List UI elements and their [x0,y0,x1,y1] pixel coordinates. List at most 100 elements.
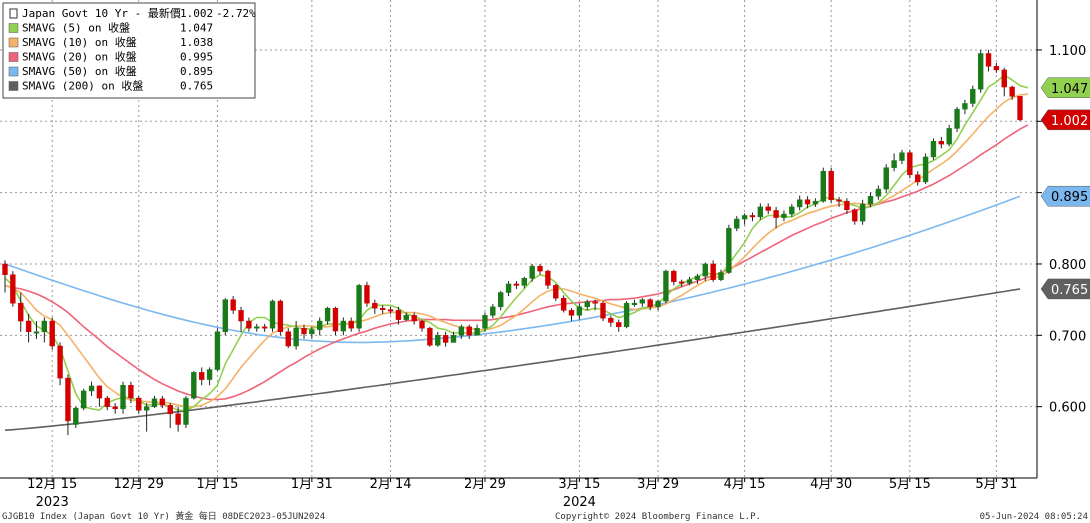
candle-up [623,302,630,328]
candle-down [25,320,32,332]
candle-up [293,327,299,347]
candle-down [749,215,756,218]
candle-up [490,306,496,316]
legend-box [2,2,256,99]
candle-down [285,331,291,347]
candle-down [671,270,677,283]
legend-value: 0.765 [180,80,213,93]
candle-up [686,279,693,284]
candle-up [80,390,87,409]
candle-up [529,265,535,279]
candle-up [741,215,748,220]
candle-down [348,320,354,329]
candle-up [324,307,331,322]
candle-up [789,206,795,215]
candle-down [616,322,622,328]
candle-down [411,315,417,322]
candle-up [309,329,315,335]
legend-label: SMAVG (10) on 收盤 [22,35,137,49]
candle-down [230,299,236,311]
candle-down [608,317,614,323]
footer-right: 05-Jun-2024 08:05:24 [980,512,1088,522]
candle-up [781,213,787,218]
value-tag [1040,278,1090,300]
candle-up [867,195,874,205]
candle-down [537,265,543,272]
candle-up [340,320,347,332]
candle-down [1009,86,1015,97]
candle-down [915,174,921,183]
candle-down [442,335,449,343]
candle-up [222,299,228,332]
legend-label: SMAVG (50) on 收盤 [22,64,137,78]
legend-label: Japan Govt 10 Yr - 最新價 [22,6,181,20]
candle-up [206,369,213,380]
candle-down [1017,96,1023,121]
candle-up [183,397,189,425]
candle-up [403,315,409,320]
legend-change: -2.72% [216,7,256,20]
candle-down [2,263,8,275]
candle-up [663,270,669,302]
candle-down [104,397,110,407]
candle-up [458,326,465,336]
candle-down [560,297,567,311]
legend: Japan Govt 10 Yr - 最新價 1.002 -2.72% SMAVG (… [2,2,256,99]
candle-down [379,307,386,310]
candle-up [214,331,221,370]
candle-up [718,272,724,280]
candle-up [521,277,527,286]
candle-down [600,302,606,319]
candle-down [136,397,142,411]
legend-value: 1.002 [180,7,213,20]
legend-label: SMAVG (5) on 收盤 [22,21,130,35]
candle-up [584,301,590,308]
candle-up [655,300,661,308]
candle-down [773,210,779,218]
legend-swatch [8,37,19,48]
candle-down [128,385,134,399]
candle-down [553,285,559,299]
x-tick-label: 12月 29 [114,477,164,492]
candle-up [946,128,952,145]
candle-down [592,301,598,304]
candle-up [891,160,897,168]
footer-left: GJGB10 Index (Japan Govt 10 Yr) 黃金 每日 08… [2,510,325,522]
candle-up [930,141,937,158]
legend-value: 0.895 [180,65,213,78]
candle-down [419,320,425,329]
legend-swatch [8,23,19,33]
x-tick-label: 1月 15 [196,477,238,492]
candle-down [466,326,472,336]
x-tick-label: 4月 30 [810,477,852,492]
candle-up [875,188,882,197]
price-candles [2,49,1023,436]
candle-down [647,299,653,308]
candle-up [41,320,48,332]
candle-up [450,335,457,343]
candle-down [427,327,433,346]
candle-down [1001,69,1007,88]
candle-up [883,167,889,190]
candle-up [820,170,826,202]
value-tags: 1.047 1.002 0.895 0.765 [1040,77,1090,300]
legend-value: 1.038 [180,36,213,49]
value-tag-label: 0.895 [1051,190,1088,205]
candle-down [167,404,173,415]
candle-down [261,326,268,329]
value-tag-label: 1.002 [1051,114,1088,129]
footer-center: Copyright© 2024 Bloomberg Finance L.P. [555,512,761,522]
candle-down [112,406,118,410]
y-axis: 0.600 0.700 0.800 1.100 [1037,44,1086,416]
candle-down [199,372,205,380]
moving-average-lines [4,73,1029,431]
candle-down [159,398,166,406]
legend-label: SMAVG (200) on 收盤 [22,79,143,93]
candle-down [49,320,55,347]
legend-label: SMAVG (20) on 收盤 [22,50,137,64]
candle-down [710,263,716,280]
candle-up [954,108,960,129]
legend-swatch [8,52,19,62]
candle-up [317,320,323,330]
candle-down [765,206,771,211]
